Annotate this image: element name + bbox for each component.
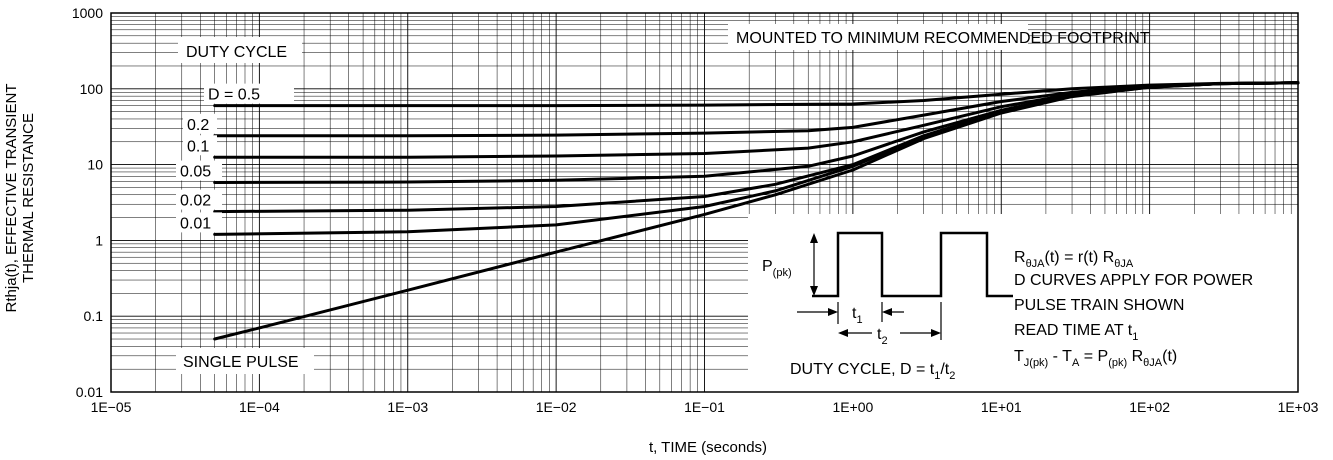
curve-labels: D = 0.5 0.2 0.1 0.05 0.02 0.01 SINGLE PULSE [176, 83, 314, 374]
series-label: 0.2 [187, 117, 209, 134]
series-line-0-2 [213, 81, 1300, 138]
duty-cycle-formula: DUTY CYCLE, D = t1/t2 [790, 361, 955, 382]
curves [213, 81, 1300, 341]
series-line-0-02 [213, 81, 1300, 214]
series-label-bg [176, 212, 222, 233]
p-pk-arrow-up [810, 233, 818, 243]
inset-background [748, 214, 1298, 392]
x-axis-label: t, TIME (seconds) [649, 439, 767, 456]
pulse-inset: P(pk) t1 t2 DUTY CYCLE, D = t1/t2 RθJA(t… [748, 214, 1298, 392]
y-tick-label: 0.01 [76, 384, 103, 400]
single-pulse-label: SINGLE PULSE [183, 354, 299, 371]
mounted-note: MOUNTED TO MINIMUM RECOMMENDED FOOTPRINT [736, 30, 1150, 47]
t2-arrowhead-left [838, 329, 848, 337]
x-tick-label: 1E−03 [387, 399, 428, 415]
inset-note-tj-equation: TJ(pk) - TA = P(pk) RθJA(t) [1014, 348, 1177, 369]
x-tick-label: 1E−04 [239, 399, 280, 415]
x-tick-label: 1E−02 [536, 399, 577, 415]
series-line-0-1 [213, 81, 1300, 159]
y-tick-label: 10 [87, 157, 103, 173]
inset-note-d-curves: D CURVES APPLY FOR POWER [1014, 272, 1253, 289]
duty-cycle-label: DUTY CYCLE [186, 44, 287, 61]
series-label: 0.05 [180, 164, 211, 181]
y-tick-label: 1 [95, 232, 103, 248]
single-pulse-label-bg [176, 348, 314, 374]
x-tick-label: 1E−01 [684, 399, 725, 415]
t1-arrowhead-right [882, 308, 892, 316]
x-tick-label: 1E+02 [1129, 399, 1170, 415]
plot-frame [110, 12, 1299, 393]
inset-note-rthja: RθJA(t) = r(t) RθJA [1014, 249, 1134, 270]
y-tick-label: 100 [80, 81, 104, 97]
t1-arrowhead-left [828, 308, 838, 316]
x-tick-label: 1E+01 [981, 399, 1022, 415]
series-label: 0.02 [180, 193, 211, 210]
y-axis-label: Rthja(t), EFFECTIVE TRANSIENT [3, 84, 20, 313]
series-label: D = 0.5 [208, 87, 260, 104]
duty-cycle-label-bg [178, 37, 302, 63]
pulse-waveform [812, 231, 1013, 298]
x-tick-label: 1E+03 [1278, 399, 1319, 415]
series-label-bg [176, 189, 222, 210]
x-tick-label: 1E+00 [832, 399, 873, 415]
series-label-bg [183, 113, 217, 134]
mounted-note-bg [728, 24, 1028, 50]
y-tick-label: 1000 [72, 5, 103, 21]
y-axis-label-line2: THERMAL RESISTANCE [20, 113, 37, 283]
tick-labels: 1E−05 1E−04 1E−03 1E−02 1E−01 1E+00 1E+01 1E+02… [72, 5, 1319, 415]
series-label-bg [183, 135, 217, 156]
p-pk-label: P(pk) [762, 258, 792, 279]
series-label: 0.01 [180, 215, 211, 232]
series-label-bg [176, 160, 222, 181]
inset-note-read-time: READ TIME AT t1 [1014, 322, 1138, 343]
series-label: 0.1 [187, 138, 209, 155]
series-line-single-pulse [213, 81, 1300, 341]
t1-label: t1 [852, 305, 863, 326]
p-pk-arrow-down [810, 286, 818, 296]
x-tick-label: 1E−05 [91, 399, 132, 415]
series-label-bg [204, 83, 294, 104]
y-tick-label: 0.1 [84, 308, 104, 324]
t2-arrowhead-right [931, 329, 941, 337]
t2-label: t2 [877, 326, 888, 347]
inset-note-pulse-train: PULSE TRAIN SHOWN [1014, 297, 1184, 314]
